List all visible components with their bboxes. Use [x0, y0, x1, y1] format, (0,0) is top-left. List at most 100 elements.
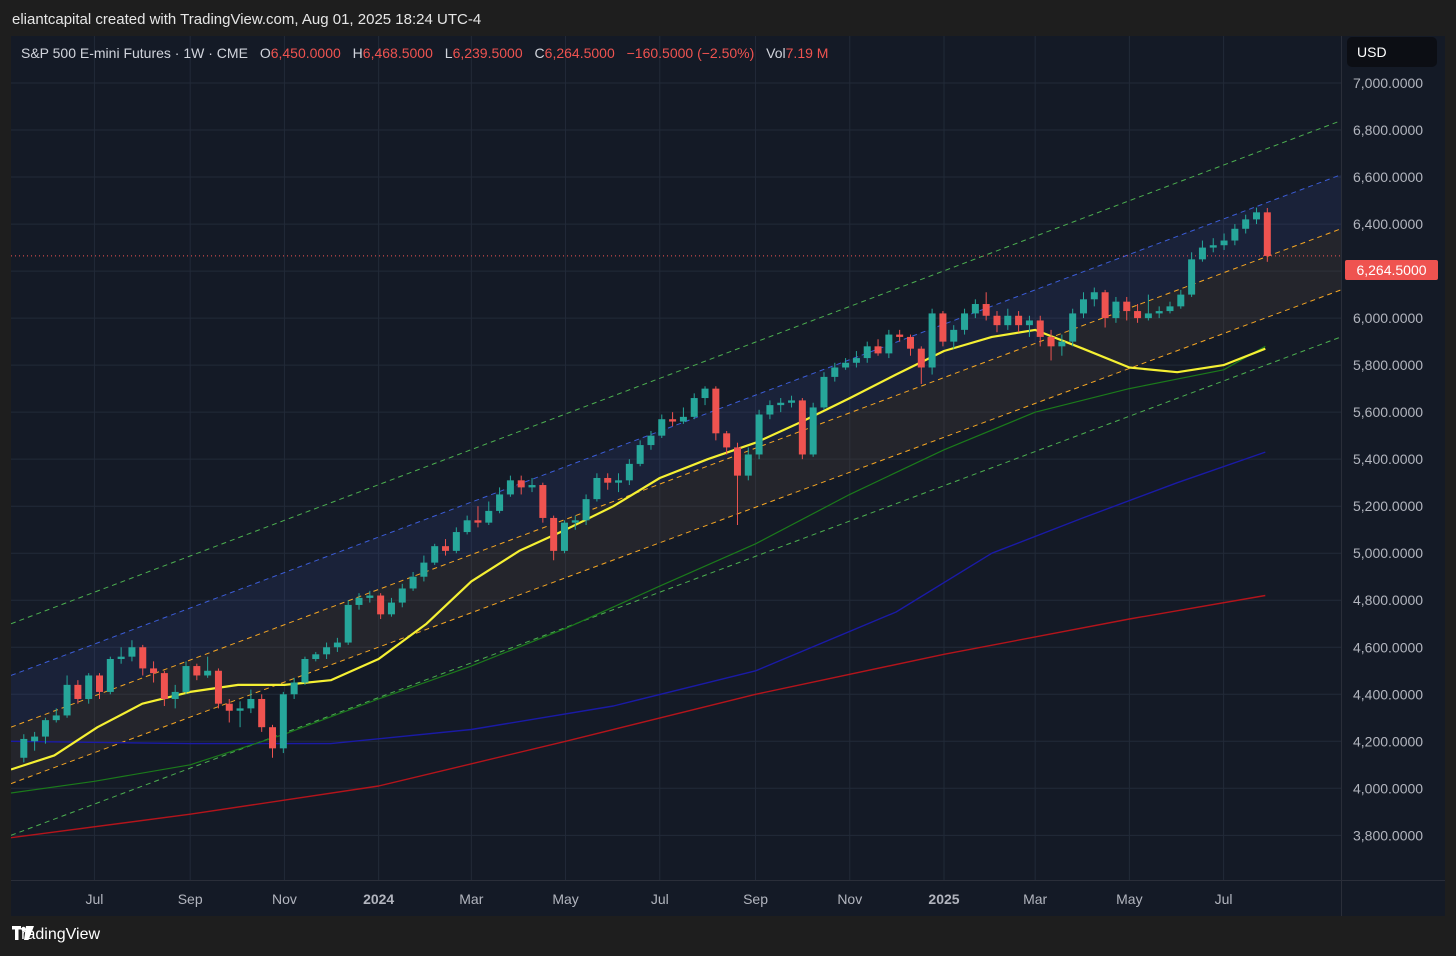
candle-body [906, 336, 914, 349]
candle-body [550, 517, 558, 551]
candle-body [971, 304, 979, 314]
candle-body [842, 362, 850, 368]
candle-body [366, 595, 374, 598]
candle-body [658, 419, 666, 436]
currency-button[interactable]: USD [1347, 37, 1437, 67]
x-tick-label: Sep [178, 891, 203, 907]
tradingview-icon [12, 926, 34, 940]
candle-body [377, 595, 385, 615]
open-value: 6,450.0000 [270, 45, 341, 61]
candle-body [290, 682, 298, 695]
candle-body [301, 659, 309, 683]
candle-body [766, 405, 774, 415]
candle-body [20, 738, 28, 758]
upper-channel-fill [11, 174, 1341, 728]
candle-body [528, 485, 536, 488]
change-value: −160.5000 (−2.50%) [626, 45, 755, 61]
candle-body [896, 334, 904, 337]
candle-body [636, 445, 644, 464]
candle-body [1231, 228, 1239, 241]
candle-body [669, 419, 677, 422]
y-tick-label: 6,400.0000 [1353, 216, 1423, 232]
tradingview-logo[interactable]: TradingView [12, 926, 100, 944]
candle-body [917, 348, 925, 368]
candle-body [398, 588, 406, 603]
price-chart[interactable]: 7,000.0000 6,800.0000 6,600.0000 6,400.0000… [11, 36, 1445, 916]
y-tick-label: 6,600.0000 [1353, 169, 1423, 185]
candle-body [431, 546, 439, 563]
x-tick-label: 2024 [363, 891, 394, 907]
y-tick-label: 5,400.0000 [1353, 451, 1423, 467]
candle-body [539, 485, 547, 518]
candle-body [701, 388, 709, 399]
y-tick-label: 7,000.0000 [1353, 75, 1423, 91]
high-value: 6,468.5000 [362, 45, 433, 61]
candle-body [788, 400, 796, 403]
candle-body [885, 334, 893, 354]
candle-body [1252, 212, 1260, 220]
moving-average-line [11, 345, 1266, 794]
candle-body [615, 480, 623, 483]
candle-body [171, 691, 179, 699]
high-label: H [352, 45, 363, 61]
y-tick-label: 3,800.0000 [1353, 827, 1423, 843]
x-tick-label: Mar [459, 891, 483, 907]
x-tick-label: May [1116, 891, 1142, 907]
y-tick-label: 4,200.0000 [1353, 733, 1423, 749]
candle-body [1177, 294, 1185, 307]
candle-body [961, 313, 969, 330]
candle-body [517, 480, 525, 488]
y-tick-label: 4,800.0000 [1353, 592, 1423, 608]
candle-body [496, 494, 504, 511]
candle-body [1123, 301, 1131, 312]
candle-body [863, 346, 871, 359]
candle-body [85, 675, 93, 699]
candle-body [420, 562, 428, 577]
candle-body [798, 400, 806, 455]
candle-body [939, 313, 947, 342]
x-tick-label: Sep [743, 891, 768, 907]
candle-body [1015, 315, 1023, 326]
candle-body [442, 546, 450, 551]
candle-body [1090, 292, 1098, 300]
channel-line [11, 336, 1342, 836]
candle-body [117, 656, 125, 660]
candle-body [182, 666, 190, 692]
candle-body [733, 447, 741, 476]
candle-body [1144, 313, 1152, 319]
candle-body [409, 576, 417, 589]
low-value: 6,239.5000 [452, 45, 523, 61]
candle-body [312, 654, 320, 660]
channel-line [11, 228, 1342, 728]
symbol-info[interactable]: S&P 500 E-mini Futures · 1W · CME [21, 45, 248, 61]
candle-body [258, 698, 266, 728]
x-tick-label: Jul [651, 891, 669, 907]
y-tick-label: 5,800.0000 [1353, 357, 1423, 373]
chart-pane[interactable]: 7,000.0000 6,800.0000 6,600.0000 6,400.0000… [11, 36, 1445, 916]
attribution-text: eliantcapital created with TradingView.c… [12, 11, 482, 28]
candle-body [593, 477, 601, 500]
symbol-legend: S&P 500 E-mini Futures · 1W · CME O6,450… [21, 45, 828, 61]
candle-body [225, 703, 233, 711]
candle-body [744, 454, 752, 476]
candle-body [1166, 306, 1174, 312]
candle-body [279, 694, 287, 749]
footer-bar: TradingView [0, 916, 1456, 956]
candle-body [96, 675, 104, 692]
volume-label: Vol [766, 45, 786, 61]
candle-body [1188, 259, 1196, 295]
y-tick-label: 4,000.0000 [1353, 780, 1423, 796]
candle-body [874, 346, 882, 354]
candle-body [1004, 315, 1012, 326]
candle-body [723, 433, 731, 448]
candle-body [928, 313, 936, 368]
candle-body [160, 673, 168, 699]
candle-body [1025, 320, 1033, 326]
x-tick-label: 2025 [928, 891, 959, 907]
open-label: O [259, 45, 271, 61]
candle-body [52, 715, 60, 721]
candle-body [204, 670, 212, 676]
candle-body [150, 668, 158, 674]
candle-body [1101, 292, 1109, 319]
y-tick-label: 6,800.0000 [1353, 122, 1423, 138]
